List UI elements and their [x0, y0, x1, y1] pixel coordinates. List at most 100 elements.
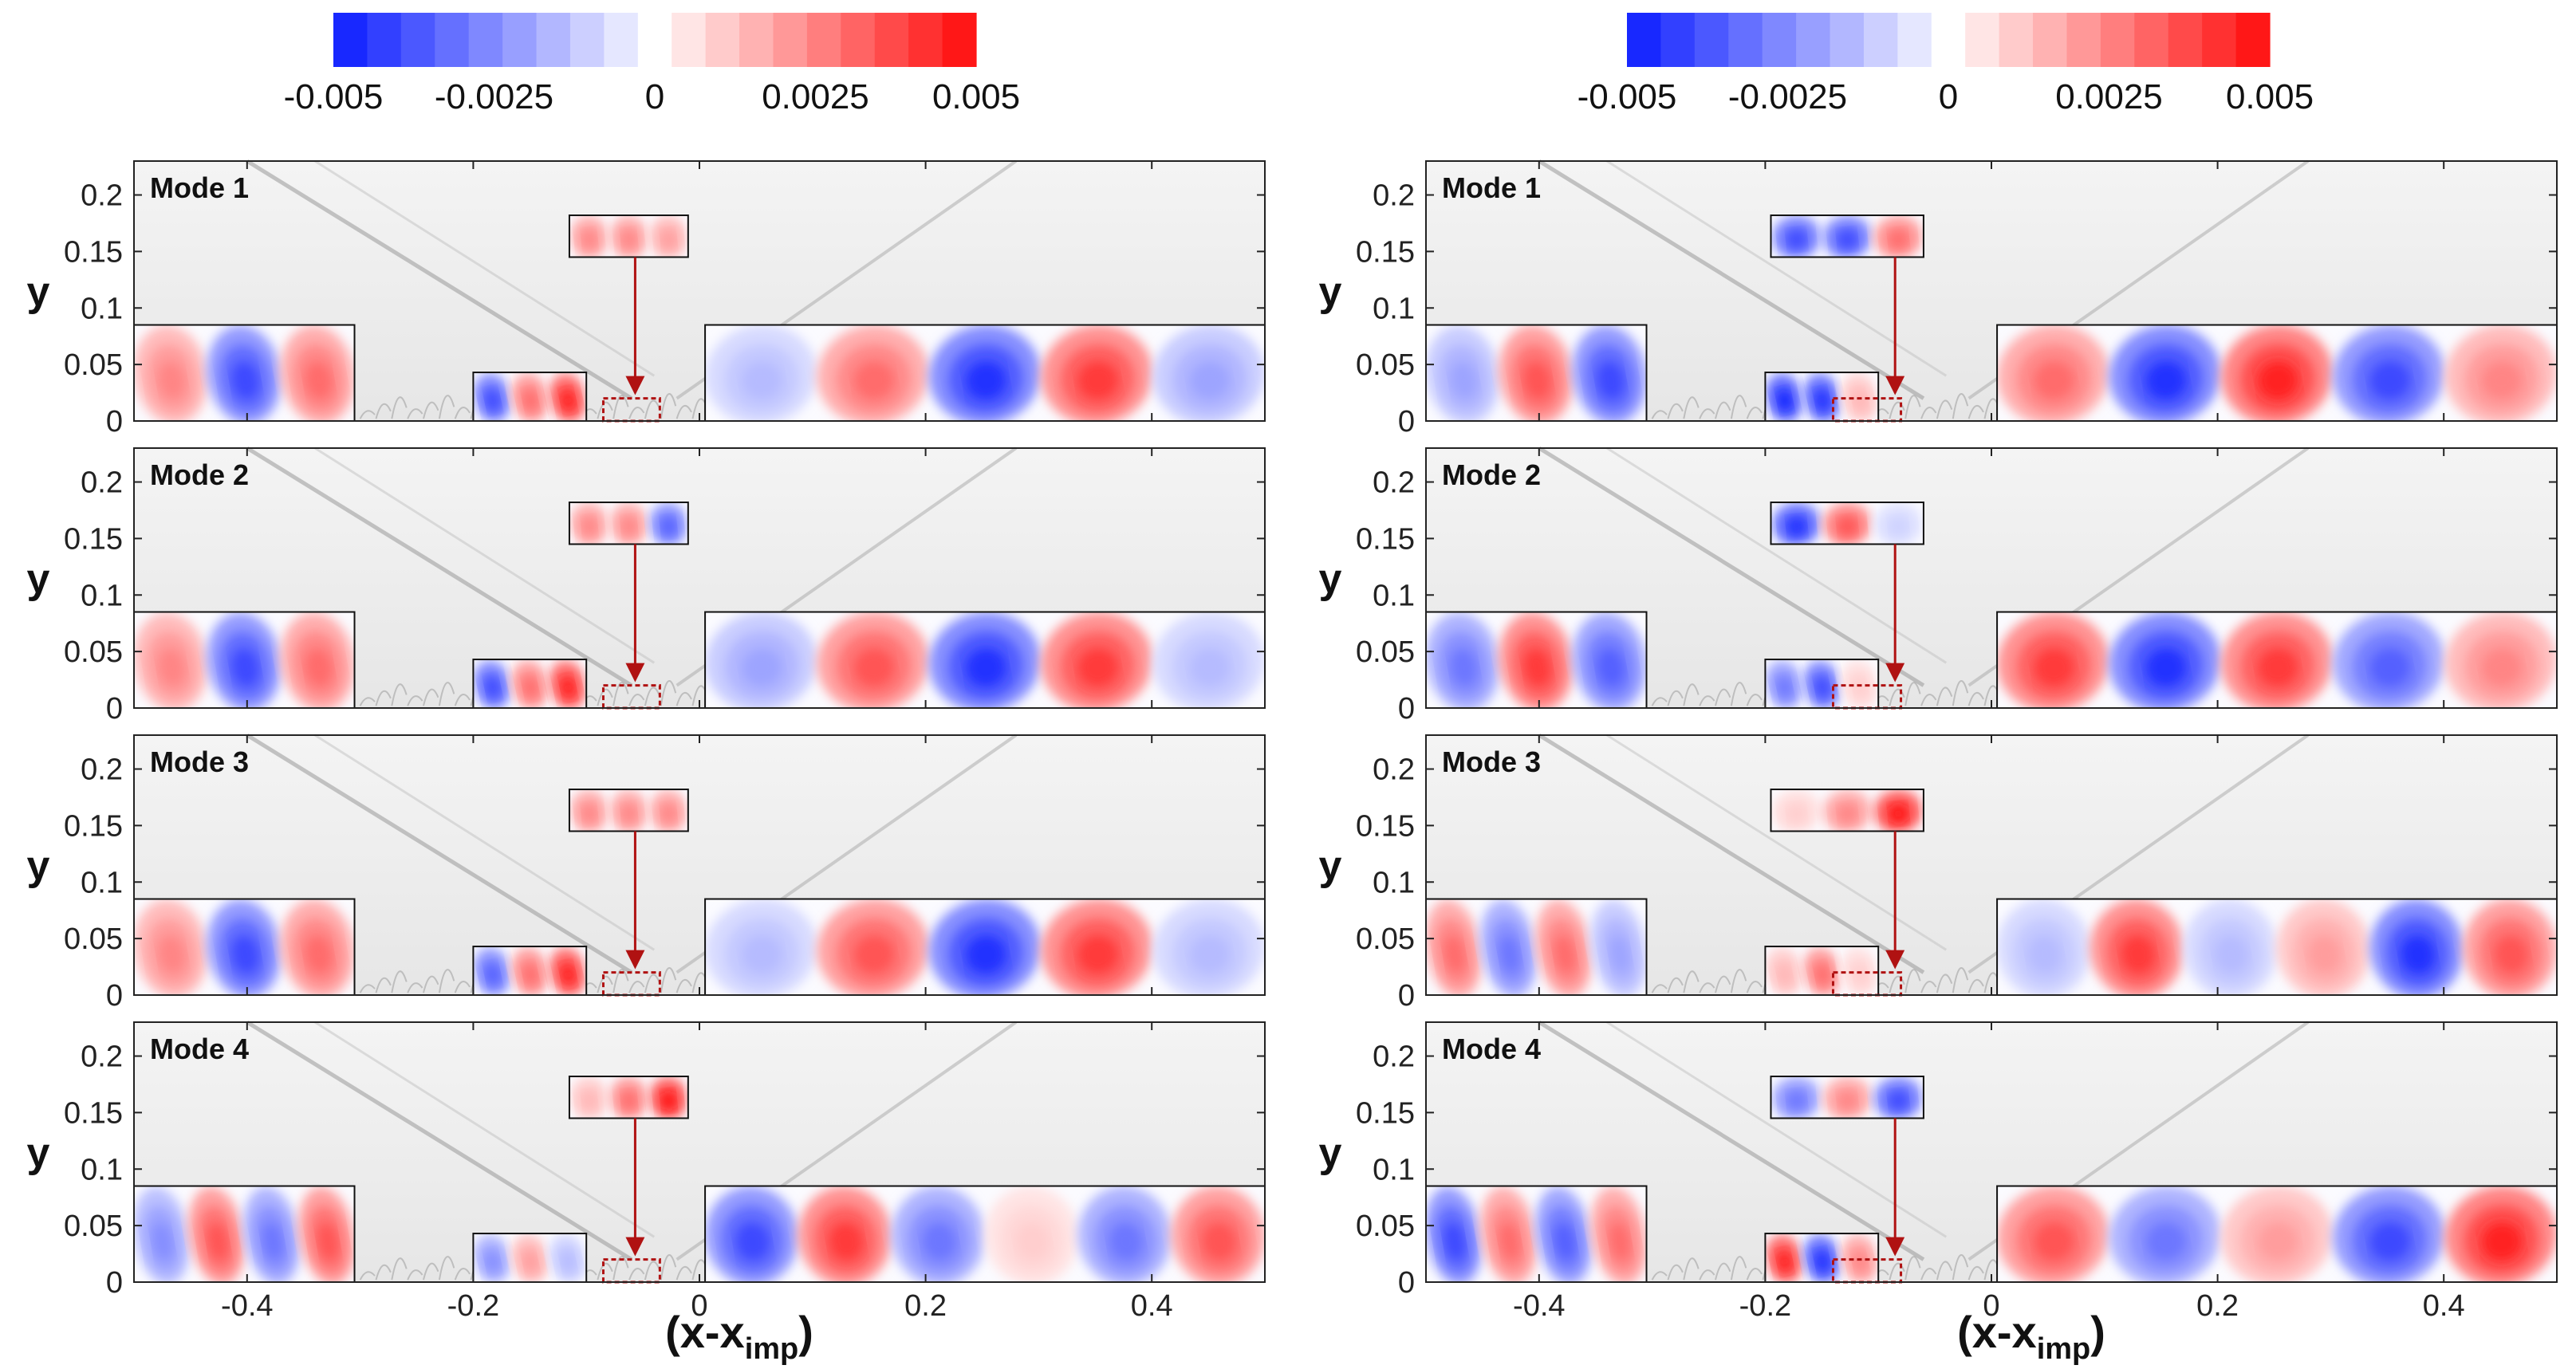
turbulent-structure — [1889, 975, 1905, 993]
contour-blob — [609, 502, 649, 545]
contour-level — [158, 935, 186, 974]
contour-blob — [280, 612, 355, 708]
contour-blob — [1997, 612, 2109, 708]
contour-level — [1787, 517, 1806, 535]
contour-blob — [2444, 612, 2557, 708]
contour-blob — [1765, 946, 1804, 995]
contour-level — [1202, 1222, 1236, 1261]
contour-blob — [1822, 502, 1873, 545]
turbulent-structure — [644, 1261, 661, 1280]
contour-level — [621, 804, 636, 822]
turbulent-structure — [454, 1268, 471, 1280]
incident-shock — [246, 733, 633, 974]
contour-field — [473, 1233, 587, 1282]
turbulent-structure — [1730, 682, 1747, 706]
y-axis-label: y — [27, 1130, 50, 1176]
contour-level — [1889, 804, 1908, 822]
contour-blob — [1479, 1186, 1538, 1282]
x-tick-label: 0.4 — [1131, 1289, 1173, 1323]
y-tick-label: 0.2 — [81, 179, 123, 213]
contour-field — [1426, 612, 1647, 708]
contour-blob — [1771, 502, 1822, 545]
contour-level — [1838, 517, 1857, 535]
contour-blob — [548, 372, 587, 422]
contour-level — [2214, 935, 2249, 974]
turbulent-structure — [438, 1256, 455, 1280]
compression-wave — [314, 1021, 656, 1238]
contour-level — [2257, 361, 2298, 400]
contour-level — [1778, 965, 1792, 985]
turbulent-structure — [1967, 404, 1984, 419]
turbulent-structure — [359, 984, 376, 993]
turbulent-structure — [597, 975, 613, 993]
contour-level — [1778, 678, 1792, 698]
colorbar-swatch — [1627, 13, 1662, 67]
y-tick-label: 0.15 — [1356, 235, 1415, 269]
y-tick-label: 0.2 — [1373, 753, 1415, 787]
turbulent-structure — [423, 688, 439, 706]
turbulent-structure — [597, 401, 613, 419]
contour-blob — [1590, 1186, 1647, 1282]
colorbar-tick-label: 0 — [1939, 77, 1958, 116]
contour-field — [1765, 1233, 1879, 1282]
y-tick-label: 0 — [1398, 405, 1415, 439]
y-axis-label: y — [27, 843, 50, 889]
y-axis-label: y — [27, 556, 50, 602]
plot-panel: Mode 1 0 0.05 0.1 0.15 0.2 y — [1319, 159, 2558, 439]
contour-level — [1778, 1252, 1792, 1272]
contour-level — [2027, 935, 2062, 974]
contour-blob — [569, 789, 609, 832]
contour-level — [1787, 230, 1806, 248]
colorbar-swatch — [1863, 13, 1898, 67]
turbulent-structure — [1715, 1262, 1731, 1280]
contour-level — [1853, 678, 1868, 698]
contour-level — [1077, 935, 1118, 974]
y-axis-label: y — [27, 269, 50, 315]
contour-level — [152, 1222, 173, 1261]
contour-level — [2145, 648, 2187, 687]
x-axis-label-subscript: imp — [2037, 1332, 2091, 1366]
contour-field — [134, 612, 355, 708]
plot-panel: Mode 2 0 0.05 0.1 0.15 0.2 y — [1319, 446, 2558, 726]
turbulent-structure — [1746, 1268, 1763, 1280]
incident-shock — [246, 159, 633, 400]
colorbar-swatch — [569, 13, 605, 67]
incident-shock — [1538, 446, 1925, 687]
turbulent-structure — [359, 1271, 376, 1280]
turbulent-structure — [612, 1256, 629, 1280]
colorbar-swatch — [841, 13, 876, 67]
contour-blob — [1771, 215, 1822, 258]
turbulent-structure — [438, 395, 455, 419]
colorbar-tick-label: 0.005 — [932, 77, 1020, 116]
contour-level — [561, 391, 576, 411]
colorbar: -0.005 -0.0025 0 0.0025 0.005 — [284, 13, 1020, 116]
contour-level — [582, 517, 597, 535]
x-axis-label-close: ) — [2090, 1307, 2105, 1357]
contour-blob — [2276, 899, 2371, 995]
contour-level — [305, 648, 333, 687]
contour-level — [922, 1222, 957, 1261]
contour-level — [661, 230, 676, 248]
contour-level — [1778, 391, 1792, 411]
colorbar-swatch — [2134, 13, 2169, 67]
turbulent-structure — [628, 1268, 645, 1280]
contour-field — [1771, 789, 1924, 832]
colorbar-tick-label: -0.005 — [284, 77, 384, 116]
contour-blob — [1572, 325, 1647, 421]
contour-blob — [1997, 1186, 2109, 1282]
colorbar-swatch — [806, 13, 841, 67]
contour-blob — [1873, 215, 1924, 258]
contour-blob — [929, 899, 1041, 995]
turbulent-structure — [1920, 981, 1937, 993]
turbulent-structure — [1651, 697, 1668, 706]
y-tick-label: 0.05 — [1356, 1210, 1415, 1243]
contour-blob — [648, 502, 688, 545]
contour-level — [1597, 361, 1625, 400]
contour-blob — [569, 502, 609, 545]
colorbar-swatch — [2235, 13, 2271, 67]
y-tick-label: 0.15 — [1356, 809, 1415, 843]
contour-blob — [817, 325, 929, 421]
colorbar-swatch — [739, 13, 774, 67]
contour-level — [1838, 1092, 1857, 1109]
contour-blob — [705, 1186, 799, 1282]
